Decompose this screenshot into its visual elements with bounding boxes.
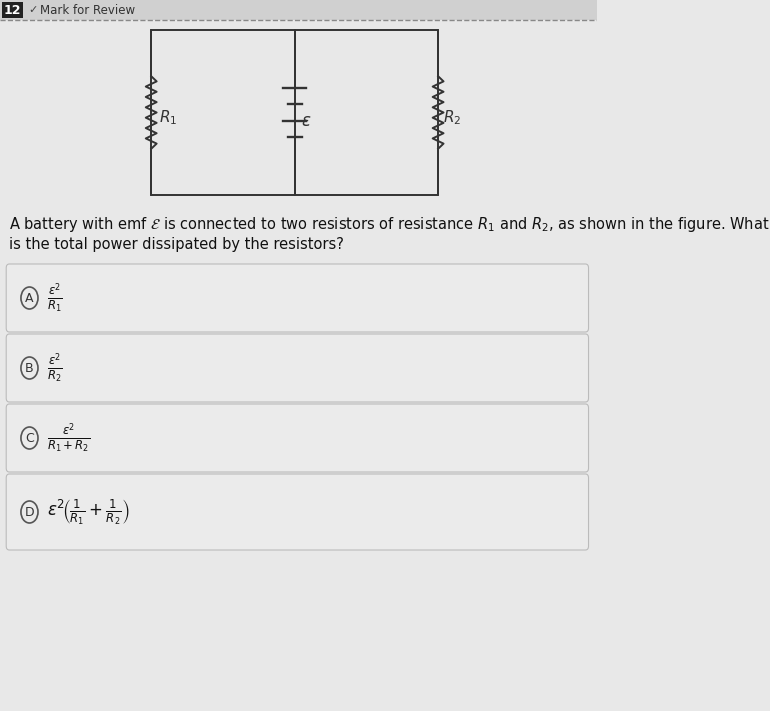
FancyBboxPatch shape: [6, 334, 588, 402]
FancyBboxPatch shape: [0, 0, 597, 20]
Text: $\varepsilon^2\!\left(\frac{1}{R_1}+\frac{1}{R_2}\right)$: $\varepsilon^2\!\left(\frac{1}{R_1}+\fra…: [46, 497, 129, 527]
Text: is the total power dissipated by the resistors?: is the total power dissipated by the res…: [9, 237, 344, 252]
Text: $\frac{\varepsilon^2}{R_1}$: $\frac{\varepsilon^2}{R_1}$: [46, 282, 62, 314]
FancyBboxPatch shape: [6, 404, 588, 472]
Text: B: B: [25, 361, 34, 375]
Text: $R_1$: $R_1$: [159, 108, 177, 127]
Text: $\frac{\varepsilon^2}{R_1+R_2}$: $\frac{\varepsilon^2}{R_1+R_2}$: [46, 422, 90, 454]
Text: A battery with emf $\mathcal{E}$ is connected to two resistors of resistance $R_: A battery with emf $\mathcal{E}$ is conn…: [9, 215, 770, 234]
FancyBboxPatch shape: [6, 264, 588, 332]
Text: $R_2$: $R_2$: [443, 108, 461, 127]
FancyBboxPatch shape: [6, 474, 588, 550]
Text: ✓: ✓: [28, 5, 37, 15]
Text: 12: 12: [4, 4, 21, 18]
Text: Mark for Review: Mark for Review: [40, 4, 136, 16]
Text: $\frac{\varepsilon^2}{R_2}$: $\frac{\varepsilon^2}{R_2}$: [46, 351, 62, 385]
Text: C: C: [25, 432, 34, 444]
Text: D: D: [25, 506, 35, 518]
Text: $\varepsilon$: $\varepsilon$: [301, 112, 311, 129]
Text: A: A: [25, 292, 34, 304]
FancyBboxPatch shape: [2, 2, 23, 18]
